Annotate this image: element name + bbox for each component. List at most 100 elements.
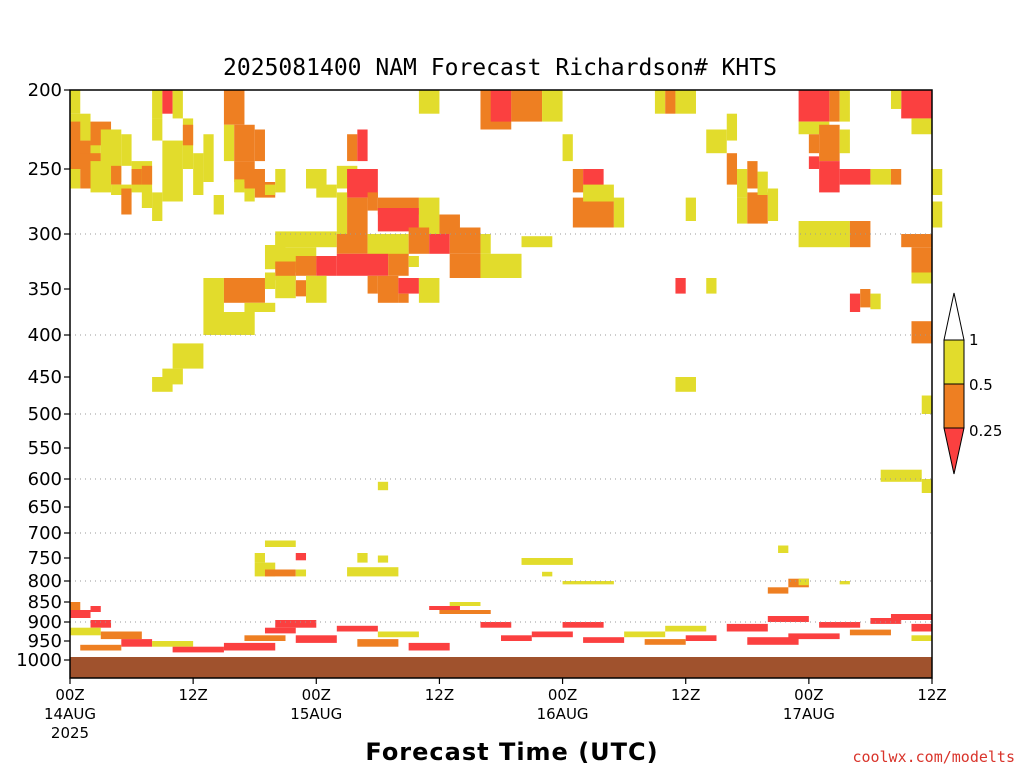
ri-cell-yellow <box>223 124 235 162</box>
ri-cell-yellow <box>70 627 101 636</box>
ri-cell-red <box>90 620 112 628</box>
ri-cell-yellow <box>521 236 553 248</box>
ri-cell-orange <box>131 169 142 185</box>
ri-cell-red <box>870 618 902 624</box>
ri-cell-red <box>747 637 799 645</box>
ri-cell-orange <box>767 587 789 594</box>
ri-cell-yellow <box>316 184 337 198</box>
ri-cell-yellow <box>264 272 276 289</box>
ri-cell-yellow <box>203 134 214 182</box>
ri-cell-yellow <box>244 188 255 202</box>
y-tick-label: 200 <box>28 80 62 101</box>
ri-cell-yellow <box>152 192 163 221</box>
ri-cell-red <box>767 616 809 622</box>
ri-cell-yellow <box>839 129 850 154</box>
ri-cell-yellow <box>583 184 614 202</box>
ri-cell-yellow <box>193 153 204 195</box>
ri-cell-red <box>849 293 861 312</box>
credit-text: coolwx.com/modelts <box>852 748 1015 766</box>
legend-colorbar: 1 0.5 0.25 <box>943 292 1002 475</box>
ri-cell-orange <box>572 197 614 228</box>
ri-cell-yellow <box>213 195 224 215</box>
ri-cell-yellow <box>480 253 522 278</box>
y-tick-label: 450 <box>28 367 62 388</box>
ri-cell-orange <box>829 90 840 122</box>
x-tick-date: 15AUG <box>290 705 342 723</box>
ri-cell-red <box>531 631 573 638</box>
ri-cell-yellow <box>275 231 337 248</box>
x-tick-label: 12Z <box>671 686 700 704</box>
y-axis: 200 250 300 350 400 450 500 550 600 650 700 7508008… <box>16 80 70 671</box>
y-tick-label: 700 <box>28 523 62 544</box>
ri-cell-yellow <box>418 90 440 114</box>
ri-cell-yellow <box>70 90 81 114</box>
ri-cell-yellow <box>870 293 881 310</box>
ri-cell-yellow <box>418 197 440 234</box>
ri-cell-red <box>70 610 91 618</box>
grid-lines <box>70 233 932 623</box>
ri-cell-orange <box>408 227 430 254</box>
ri-cell-red <box>336 625 378 632</box>
ri-cell-orange <box>182 124 194 146</box>
ri-cell-yellow <box>737 169 748 198</box>
ri-cell-red <box>429 606 460 610</box>
ri-cell-orange <box>819 124 840 162</box>
ri-cell-yellow <box>665 625 707 632</box>
chart-title: 2025081400 NAM Forecast Richardson# KHTS <box>223 55 777 81</box>
ri-cell-red <box>480 622 512 628</box>
ri-cell-orange <box>141 165 153 185</box>
ri-cell-orange <box>911 321 932 344</box>
ri-cell-red <box>808 156 820 169</box>
ri-cell-red <box>839 169 871 185</box>
ri-cell-yellow <box>357 553 368 563</box>
ri-cell-red <box>901 90 932 119</box>
ri-cell-yellow <box>275 275 296 299</box>
ri-cell-orange <box>849 629 891 636</box>
ri-cell-yellow <box>798 578 809 586</box>
y-tick-label: 650 <box>28 497 62 518</box>
ri-cell-orange <box>254 129 265 162</box>
ri-cell-yellow <box>706 129 727 154</box>
ri-cell-red <box>788 633 840 640</box>
ri-cell-yellow <box>295 569 307 577</box>
ri-cell-orange <box>747 161 758 189</box>
ri-cell-yellow <box>152 377 173 392</box>
ri-cell-yellow <box>121 134 132 166</box>
ri-cell-yellow <box>336 192 348 234</box>
ri-cell-orange <box>890 169 902 185</box>
y-tick-label: 400 <box>28 325 62 346</box>
ri-cell-red <box>798 90 830 122</box>
ri-cell-red <box>316 256 337 276</box>
ri-cell-red <box>583 637 625 643</box>
ri-cell-orange <box>357 639 399 647</box>
ri-cell-yellow <box>757 171 768 195</box>
ri-cell-yellow <box>377 555 389 563</box>
ri-cell-yellow <box>172 90 183 119</box>
y-tick-label: 350 <box>28 279 62 300</box>
ri-cell-red <box>911 623 932 632</box>
ri-cell-yellow <box>675 377 696 392</box>
ri-cell-yellow <box>675 90 696 114</box>
ri-cell-yellow <box>152 641 194 647</box>
x-tick-date: 16AUG <box>537 705 589 723</box>
plot-frame <box>69 89 933 679</box>
ri-cell-yellow <box>624 631 666 638</box>
ri-cell-red <box>501 635 532 641</box>
ri-cell-yellow <box>562 134 573 162</box>
ri-cell-yellow <box>367 234 409 256</box>
legend-level-label: 1 <box>969 331 979 349</box>
ri-cell-red <box>429 234 450 254</box>
ri-cell-yellow <box>152 118 163 141</box>
ri-cell-orange <box>223 278 265 303</box>
ri-cell-yellow <box>203 312 255 335</box>
ri-cell-red <box>295 553 307 561</box>
ri-cell-orange <box>80 644 122 651</box>
legend-arrow-top <box>943 292 965 341</box>
ri-cell-yellow <box>798 221 850 248</box>
ground-fill <box>70 657 932 678</box>
ri-cell-yellow <box>244 302 276 312</box>
x-tick-label: 12Z <box>425 686 454 704</box>
ri-cell-red <box>408 642 450 651</box>
